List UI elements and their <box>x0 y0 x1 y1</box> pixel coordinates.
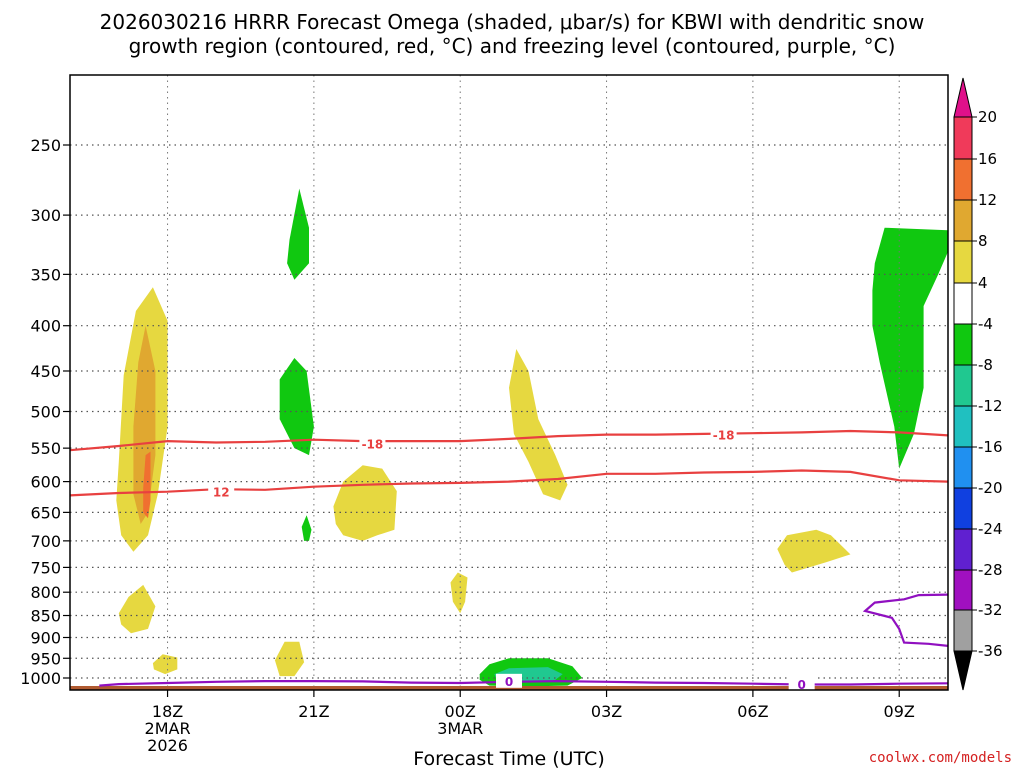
x-tick-label-5-0: 09Z <box>884 702 915 721</box>
credit-text: coolwx.com/models <box>869 750 1012 766</box>
omega-green-680 <box>301 515 312 541</box>
freezing-level-surface-label-0: 0 <box>505 675 513 689</box>
chart-title-line-2: growth region (contoured, red, °C) and f… <box>129 34 896 58</box>
x-tick-label-2-1: 3MAR <box>437 719 483 738</box>
contour-minus-18-label-1: -18 <box>713 428 735 442</box>
y-tick-label-700: 700 <box>30 532 61 551</box>
contour-minus-12-label-bg-0 <box>208 484 235 499</box>
y-tick-label-950: 950 <box>30 649 61 668</box>
freezing-level-surface-label-bg-0 <box>496 673 522 688</box>
omega-yellow-950-b <box>274 641 305 677</box>
chart-title-line-1: 2026030216 HRRR Forecast Omega (shaded, … <box>100 10 925 34</box>
color-bar-legend: 20 16 12 8 4 -4 -8 -12 -16 -20 -24 -28 -32 -36 <box>953 77 1003 691</box>
ground-bar <box>70 686 948 690</box>
plot-inner: -18 -18 12 0 0 <box>70 75 948 692</box>
colorbar-swatch-4 <box>953 282 973 325</box>
x-tick-label-0-1: 2MAR <box>145 719 191 738</box>
x-tick-label-3-0: 03Z <box>591 702 622 721</box>
omega-deep-orange-west <box>143 451 151 519</box>
colorbar-tick-label-0: 20 <box>978 108 997 126</box>
colorbar-tick-label-3: 8 <box>978 232 988 250</box>
colorbar-tick-label-9: -20 <box>978 479 1003 497</box>
y-tick-label-900: 900 <box>30 628 61 647</box>
colorbar-swatch-8 <box>953 446 973 489</box>
colorbar-tick-label-7: -12 <box>978 397 1003 415</box>
y-tick-label-550: 550 <box>30 439 61 458</box>
y-tick-label-600: 600 <box>30 473 61 492</box>
omega-green-300 <box>287 188 309 280</box>
contour-minus-18-line <box>70 429 948 452</box>
colorbar-swatch-0 <box>953 116 973 160</box>
y-tick-label-250: 250 <box>30 136 61 155</box>
x-tick-label-0-0: 18Z <box>152 702 183 721</box>
contour-minus-18-label-0: -18 <box>362 438 384 452</box>
omega-green-east <box>872 227 948 469</box>
x-tick-label-2-0: 00Z <box>445 702 476 721</box>
x-axis-label: Forecast Time (UTC) <box>413 748 604 768</box>
contour-minus-12-label-0: 12 <box>213 485 230 499</box>
colorbar-tick-label-2: 12 <box>978 191 997 209</box>
colorbar-tick-label-8: -16 <box>978 438 1003 456</box>
y-tick-label-450: 450 <box>30 362 61 381</box>
y-tick-label-850: 850 <box>30 607 61 626</box>
y-tick-label-800: 800 <box>30 583 61 602</box>
freezing-level-east-line <box>862 593 948 647</box>
y-tick-label-650: 650 <box>30 503 61 522</box>
freezing-level-surface-label-1: 0 <box>797 678 805 692</box>
colorbar-tick-label-12: -32 <box>978 601 1003 619</box>
y-tick-label-1000: 1000 <box>20 669 61 688</box>
plot-area: -18 -18 12 0 0 <box>69 74 949 692</box>
y-tick-label-300: 300 <box>30 206 61 225</box>
colorbar-tick-label-13: -36 <box>978 642 1003 660</box>
colorbar-swatch-12 <box>953 609 973 652</box>
omega-green-480 <box>279 358 314 456</box>
y-tick-label-400: 400 <box>30 317 61 336</box>
colorbar-swatch-1 <box>953 158 973 201</box>
colorbar-swatch-11 <box>953 569 973 611</box>
colorbar-swatch-2 <box>953 199 973 242</box>
colorbar-tick-label-5: -4 <box>978 315 993 333</box>
omega-yellow-850 <box>118 584 156 634</box>
colorbar-tick-label-6: -8 <box>978 356 993 374</box>
contour-minus-18-label-bg-0 <box>359 436 386 451</box>
colorbar-tick-label-10: -24 <box>978 520 1003 538</box>
x-tick-label-0-2: 2026 <box>147 736 188 755</box>
plot-frame <box>69 74 949 691</box>
y-axis: 250 300 350 400 450 500 550 600 650 700 750 800 850 9… <box>20 136 70 688</box>
freezing-level-surface-label-bg-1 <box>788 676 815 690</box>
colorbar-top-arrow <box>953 77 973 118</box>
x-tick-label-4-0: 06Z <box>737 702 768 721</box>
colorbar-swatch-5 <box>953 323 973 366</box>
contour-minus-18-label-bg-1 <box>710 427 737 442</box>
omega-yellow-730 <box>777 529 851 573</box>
omega-yellow-630 <box>333 465 397 541</box>
y-tick-label-350: 350 <box>30 265 61 284</box>
colorbar-tick-label-1: 16 <box>978 150 997 168</box>
colorbar-bottom-arrow <box>953 650 973 691</box>
contour-minus-12-line <box>70 469 948 497</box>
colorbar-swatch-6 <box>953 364 973 407</box>
omega-yellow-520 <box>509 349 568 501</box>
colorbar-swatch-7 <box>953 405 973 448</box>
omega-yellow-950-a <box>152 654 178 675</box>
omega-yellow-790 <box>450 572 468 614</box>
colorbar-swatch-3 <box>953 240 973 284</box>
x-tick-label-1-0: 21Z <box>298 702 329 721</box>
y-tick-label-500: 500 <box>30 403 61 422</box>
colorbar-tick-label-4: 4 <box>978 274 988 292</box>
y-tick-label-750: 750 <box>30 558 61 577</box>
colorbar-tick-label-11: -28 <box>978 561 1003 579</box>
colorbar-swatch-10 <box>953 528 973 571</box>
colorbar-swatch-9 <box>953 487 973 530</box>
